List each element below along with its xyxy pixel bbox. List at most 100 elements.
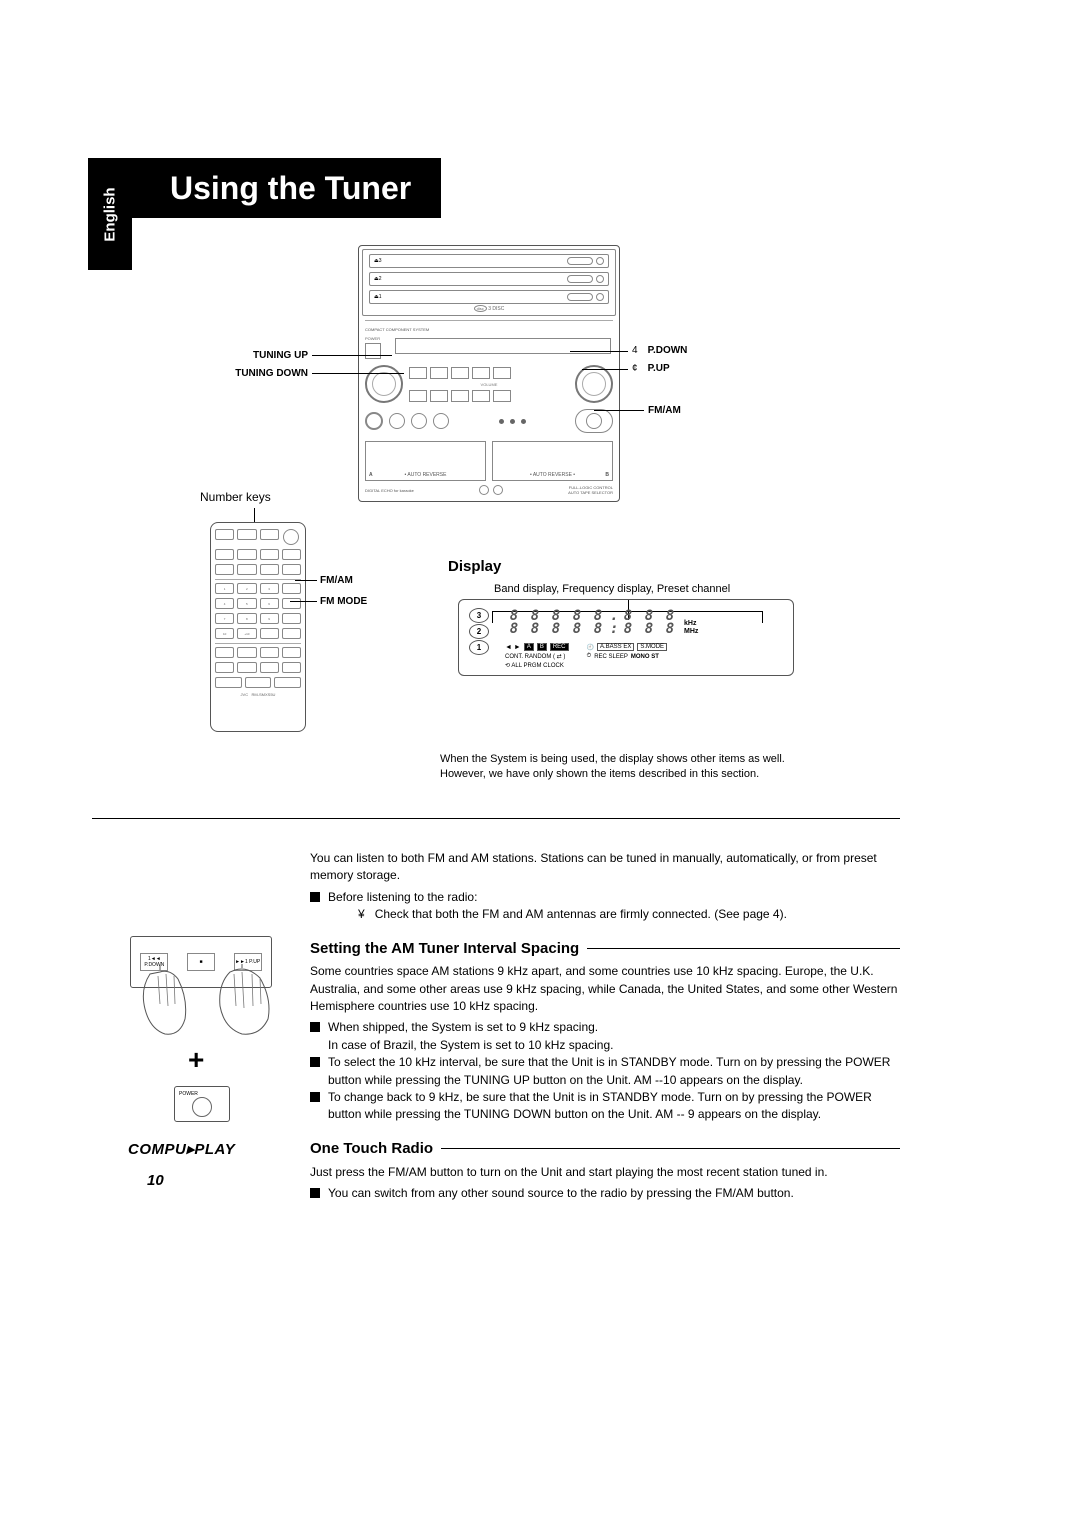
frequency-digits: 88 88 88 88 88 .: 88 88 88 kHz MHz <box>505 610 781 635</box>
callout-remote-fmmode: FM MODE <box>320 596 367 607</box>
line-tuning-up <box>312 355 392 356</box>
remote-power-btn <box>283 529 299 545</box>
remote-brand: JVC RM-SMXS5U <box>215 692 301 697</box>
disc-1-indicator: 1 <box>469 640 489 655</box>
remote-num-4: 4 <box>215 598 234 609</box>
page-number: 10 <box>147 1172 164 1189</box>
remote-num-plus10: +10 <box>237 628 256 639</box>
cassette-row: A • AUTO REVERSE • AUTO REVERSE • B <box>365 441 613 481</box>
remote-btn <box>237 564 256 575</box>
remote-btn <box>260 564 279 575</box>
remote-num-5: 5 <box>237 598 256 609</box>
knob-row: VOLUME <box>365 365 613 403</box>
round-button-row <box>365 409 613 433</box>
disc-3-indicator: 3 <box>469 608 489 623</box>
remote-btn <box>237 529 256 540</box>
callout-pdown: 4P.DOWN <box>632 345 687 356</box>
echo-row: DIGITAL ECHO for karaoke FULL-LOGIC CONT… <box>365 485 613 495</box>
body-text: You can listen to both FM and AM station… <box>310 850 900 1202</box>
remote-btn <box>215 662 234 673</box>
remote-btn <box>215 549 234 560</box>
display-section: Display Band display, Frequency display,… <box>448 558 808 676</box>
remote-btn <box>215 529 234 540</box>
remote-btn <box>274 677 301 688</box>
remote-btn <box>282 628 301 639</box>
callout-pup: ¢P.UP <box>632 363 670 374</box>
cd-tray-2: ⏏2 <box>369 272 609 286</box>
bullet-icon <box>310 1188 320 1198</box>
line-remote-fmmode <box>290 601 317 602</box>
language-label: English <box>102 187 119 241</box>
remote-num-10: 10 <box>215 628 234 639</box>
remote-number-keys-label: Number keys <box>200 490 340 504</box>
remote-num-7: 7 <box>215 613 234 624</box>
remote-area: Number keys 1 2 3 4 5 <box>200 490 340 732</box>
mhz-label: MHz <box>684 628 698 635</box>
remote-btn <box>237 549 256 560</box>
remote-btn <box>282 549 301 560</box>
remote-btn <box>215 647 234 658</box>
page-title: Using the Tuner <box>170 170 411 207</box>
one-touch-intro: Just press the FM/AM button to turn on t… <box>310 1164 900 1181</box>
power-button-diagram: POWER <box>174 1086 230 1122</box>
language-tab: English <box>88 158 132 270</box>
remote-btn <box>260 647 279 658</box>
spacing-bullet-1: When shipped, the System is set to 9 kHz… <box>310 1019 900 1054</box>
display-heading: Display <box>448 558 808 575</box>
khz-label: kHz <box>684 620 698 627</box>
display-panel: 3 2 1 88 88 88 88 88 .: 88 88 88 kHz MHz… <box>458 599 794 676</box>
disc-indicators: 3 2 1 <box>469 608 489 655</box>
remote-btn <box>237 662 256 673</box>
callout-fmam: FM/AM <box>648 405 681 416</box>
volume-knob <box>575 365 613 403</box>
remote-btn <box>282 598 301 609</box>
callout-tuning-up: TUNING UP <box>168 350 308 361</box>
bullet-icon <box>310 1092 320 1102</box>
display-status: ◄ ► A B REC CONT. RANDOM ( ⇄ ) ⟲ ALL PRG… <box>505 643 781 669</box>
spacing-intro: Some countries space AM stations 9 kHz a… <box>310 963 900 1015</box>
remote-num-9: 9 <box>260 613 279 624</box>
hand-diagram: 1◄◄ P.DOWN ■ ►►1 P.UP + POWER <box>130 936 290 1156</box>
display-caption: Band display, Frequency display, Preset … <box>494 583 808 595</box>
remote-btn <box>215 677 242 688</box>
disc-label: disc 3 DISC <box>363 306 615 312</box>
section-heading-spacing: Setting the AM Tuner Interval Spacing <box>310 938 900 960</box>
spacing-bullet-3: To change back to 9 kHz, be sure that th… <box>310 1089 900 1124</box>
remote-control: 1 2 3 4 5 6 7 8 9 10 +10 <box>210 522 306 732</box>
spacing-bullet-2: To select the 10 kHz interval, be sure t… <box>310 1054 900 1089</box>
remote-num-6: 6 <box>260 598 279 609</box>
hand-illustration <box>130 964 280 1084</box>
remote-num-8: 8 <box>237 613 256 624</box>
one-touch-bullet: You can switch from any other sound sour… <box>310 1185 900 1202</box>
cd-tray-3: ⏏3 <box>369 254 609 268</box>
remote-btn <box>260 549 279 560</box>
line-pdown <box>570 351 628 352</box>
compu-play-logo: COMPU▸PLAY <box>128 1140 235 1158</box>
intro-text: You can listen to both FM and AM station… <box>310 850 900 885</box>
remote-num-1: 1 <box>215 583 234 594</box>
remote-btn <box>282 583 301 594</box>
display-note: When the System is being used, the displ… <box>440 752 810 782</box>
remote-btn <box>215 564 234 575</box>
bullet-icon <box>310 1057 320 1067</box>
callout-remote-fmam: FM/AM <box>320 575 353 586</box>
remote-btn <box>282 613 301 624</box>
plus-icon: + <box>188 1044 204 1076</box>
section-divider <box>92 818 900 819</box>
remote-btn <box>245 677 272 688</box>
remote-btn <box>282 564 301 575</box>
bullet-icon <box>310 892 320 902</box>
cassette-b: • AUTO REVERSE • B <box>492 441 613 481</box>
remote-btn <box>237 647 256 658</box>
remote-btn <box>282 647 301 658</box>
multi-jog-knob <box>365 365 403 403</box>
remote-num-2: 2 <box>237 583 256 594</box>
remote-btn <box>260 529 279 540</box>
disc-2-indicator: 2 <box>469 624 489 639</box>
unit-mid-label: COMPACT COMPONENT SYSTEM <box>365 320 613 332</box>
page-title-block: Using the Tuner <box>132 158 441 218</box>
line-tuning-down <box>312 373 404 374</box>
remote-num-3: 3 <box>260 583 279 594</box>
section-heading-one-touch: One Touch Radio <box>310 1138 900 1160</box>
remote-btn <box>260 662 279 673</box>
